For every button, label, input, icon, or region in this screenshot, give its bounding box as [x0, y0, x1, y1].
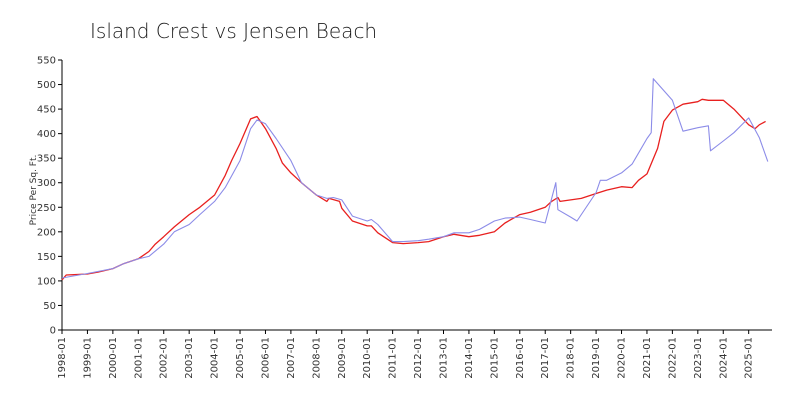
x-tick-label: 2018-01	[566, 337, 577, 379]
series-group	[61, 78, 769, 281]
y-tick-label: 0	[50, 326, 56, 337]
y-tick-label: 150	[37, 252, 56, 263]
y-tick-label: 550	[37, 56, 56, 67]
x-tick-label: 2000-01	[108, 337, 119, 379]
y-tick-label: 450	[37, 105, 56, 116]
x-tick-label: 2014-01	[464, 337, 475, 379]
x-tick-label: 1998-01	[57, 337, 68, 379]
x-tick-label: 2020-01	[617, 337, 628, 379]
y-tick-label: 100	[37, 276, 56, 287]
y-tick-label: 400	[37, 129, 56, 140]
y-tick-label: 50	[43, 301, 56, 312]
x-tick-label: 2005-01	[235, 337, 246, 379]
y-tick-label: 250	[37, 203, 56, 214]
x-tick-label: 2006-01	[260, 337, 271, 379]
x-tick-label: 2015-01	[489, 337, 500, 379]
x-tick-label: 1999-01	[82, 337, 93, 379]
y-tick-label: 200	[37, 227, 56, 238]
x-tick-label: 2012-01	[413, 337, 424, 379]
x-ticks: 1998-01 1999-01 2000-01 2001-01 2002-01 2003-…	[57, 330, 755, 379]
x-tick-label: 2017-01	[540, 337, 551, 379]
x-tick-label: 2013-01	[438, 337, 449, 379]
x-tick-label: 2003-01	[184, 337, 195, 379]
x-tick-label: 2010-01	[362, 337, 373, 379]
x-tick-label: 2025-01	[744, 337, 755, 379]
y-tick-label: 300	[37, 178, 56, 189]
y-tick-label: 500	[37, 80, 56, 91]
x-tick-label: 2001-01	[133, 337, 144, 379]
y-axis-label-group: Price Per Sq. Ft.	[29, 155, 39, 226]
y-ticks: 0 50 100 150 200 250 300 350 400 450 500 550	[37, 56, 62, 337]
x-tick-label: 2002-01	[159, 337, 170, 379]
x-tick-label: 2022-01	[667, 337, 678, 379]
y-axis-label: Price Per Sq. Ft.	[29, 155, 39, 226]
x-tick-label: 2004-01	[210, 337, 221, 379]
series-line-1	[61, 98, 766, 281]
x-tick-label: 2024-01	[718, 337, 729, 379]
x-tick-label: 2008-01	[311, 337, 322, 379]
x-tick-label: 2019-01	[591, 337, 602, 379]
x-tick-label: 2016-01	[515, 337, 526, 379]
x-tick-label: 2021-01	[642, 337, 653, 379]
x-tick-label: 2007-01	[286, 337, 297, 379]
x-tick-label: 2009-01	[337, 337, 348, 379]
series-line-2	[61, 78, 769, 279]
chart-title: Island Crest vs Jensen Beach	[90, 19, 377, 43]
x-tick-label: 2023-01	[693, 337, 704, 379]
x-tick-label: 2011-01	[388, 337, 399, 379]
y-tick-label: 350	[37, 154, 56, 165]
